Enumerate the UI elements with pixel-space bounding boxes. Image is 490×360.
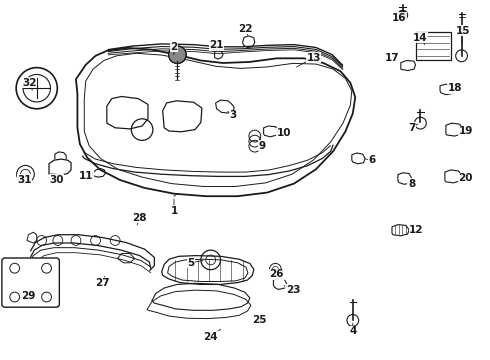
Text: 13: 13 — [306, 53, 321, 63]
Text: 1: 1 — [171, 206, 177, 216]
Text: 30: 30 — [49, 175, 64, 185]
Circle shape — [398, 10, 408, 20]
Text: 20: 20 — [458, 173, 473, 183]
Text: 2: 2 — [171, 42, 177, 52]
Text: 29: 29 — [21, 291, 36, 301]
Text: 18: 18 — [447, 83, 462, 93]
Text: 17: 17 — [385, 53, 399, 63]
Text: 24: 24 — [203, 332, 218, 342]
Text: 6: 6 — [369, 155, 376, 165]
Text: 14: 14 — [413, 33, 428, 43]
Text: 25: 25 — [252, 315, 267, 325]
Text: 28: 28 — [132, 213, 147, 223]
Text: 7: 7 — [408, 123, 416, 133]
Bar — [5, 261, 56, 304]
Text: 9: 9 — [259, 141, 266, 151]
Text: 22: 22 — [238, 24, 252, 34]
Text: 3: 3 — [229, 110, 236, 120]
Text: 11: 11 — [78, 171, 93, 181]
Text: 27: 27 — [96, 278, 110, 288]
Text: 12: 12 — [409, 225, 424, 235]
Text: 4: 4 — [349, 326, 357, 336]
Text: 32: 32 — [22, 78, 37, 88]
FancyBboxPatch shape — [2, 258, 59, 307]
Text: 8: 8 — [408, 179, 415, 189]
Text: 16: 16 — [392, 13, 407, 23]
Text: 5: 5 — [188, 258, 195, 268]
Circle shape — [169, 46, 186, 63]
Text: 21: 21 — [209, 40, 224, 50]
Text: 19: 19 — [458, 126, 473, 136]
Text: 31: 31 — [17, 175, 32, 185]
Bar — [416, 32, 451, 60]
Text: 10: 10 — [277, 128, 292, 138]
Text: 23: 23 — [286, 285, 300, 295]
Text: 15: 15 — [456, 26, 470, 36]
Text: 26: 26 — [270, 269, 284, 279]
